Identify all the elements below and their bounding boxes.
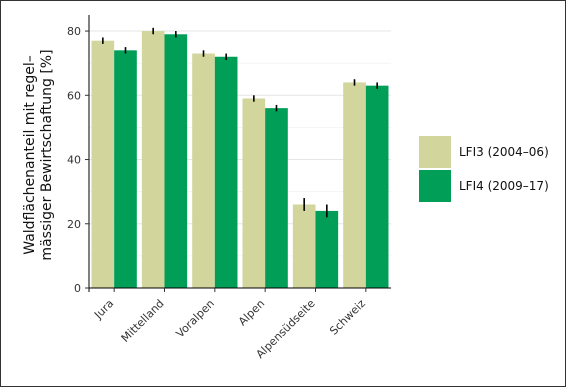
bar-2-jura — [114, 50, 137, 289]
bar-1-alpensüdseite — [292, 204, 316, 288]
bar-1-schweiz — [343, 82, 366, 289]
y-tick-label: 20 — [67, 218, 81, 231]
bar-1-voralpen — [192, 53, 215, 289]
y-tick-label: 80 — [67, 25, 81, 38]
bar-2-voralpen — [214, 56, 238, 288]
x-tick-label-jura: Jura — [91, 297, 116, 322]
bar-1-mittelland — [141, 31, 165, 288]
bar-2-schweiz — [365, 85, 389, 289]
bar-1-jura — [91, 40, 115, 288]
y-axis-title-line-1: Waldflächenanteil mit regel– — [22, 55, 38, 254]
x-tick-label-schweiz: Schweiz — [327, 297, 368, 338]
x-tick-label-mittelland: Mittelland — [119, 297, 167, 345]
y-axis-title: Waldflächenanteil mit regel– mässiger Be… — [22, 49, 55, 260]
y-axis-title-line-2: mässiger Bewirtschaftung [%] — [39, 49, 55, 260]
x-tick-label-voralpen: Voralpen — [174, 297, 217, 340]
bar-1-alpen — [242, 98, 266, 288]
y-tick-label: 40 — [67, 154, 81, 167]
legend: LFI3 (2004–06) LFI4 (2009–17) — [419, 136, 549, 202]
y-tick-label: 0 — [74, 282, 81, 295]
bar-2-alpensüdseite — [315, 210, 339, 288]
bars — [91, 31, 389, 289]
x-tick-label-alpen: Alpen — [236, 297, 267, 328]
bar-2-mittelland — [164, 34, 188, 289]
bar-2-alpen — [265, 108, 288, 288]
legend-label-1: LFI3 (2004–06) — [459, 145, 549, 159]
legend-key-2 — [419, 170, 451, 202]
y-tick-label: 60 — [67, 89, 81, 102]
legend-label-2: LFI4 (2009–17) — [459, 179, 549, 193]
legend-key-1 — [419, 136, 451, 168]
error-bars — [102, 27, 378, 218]
